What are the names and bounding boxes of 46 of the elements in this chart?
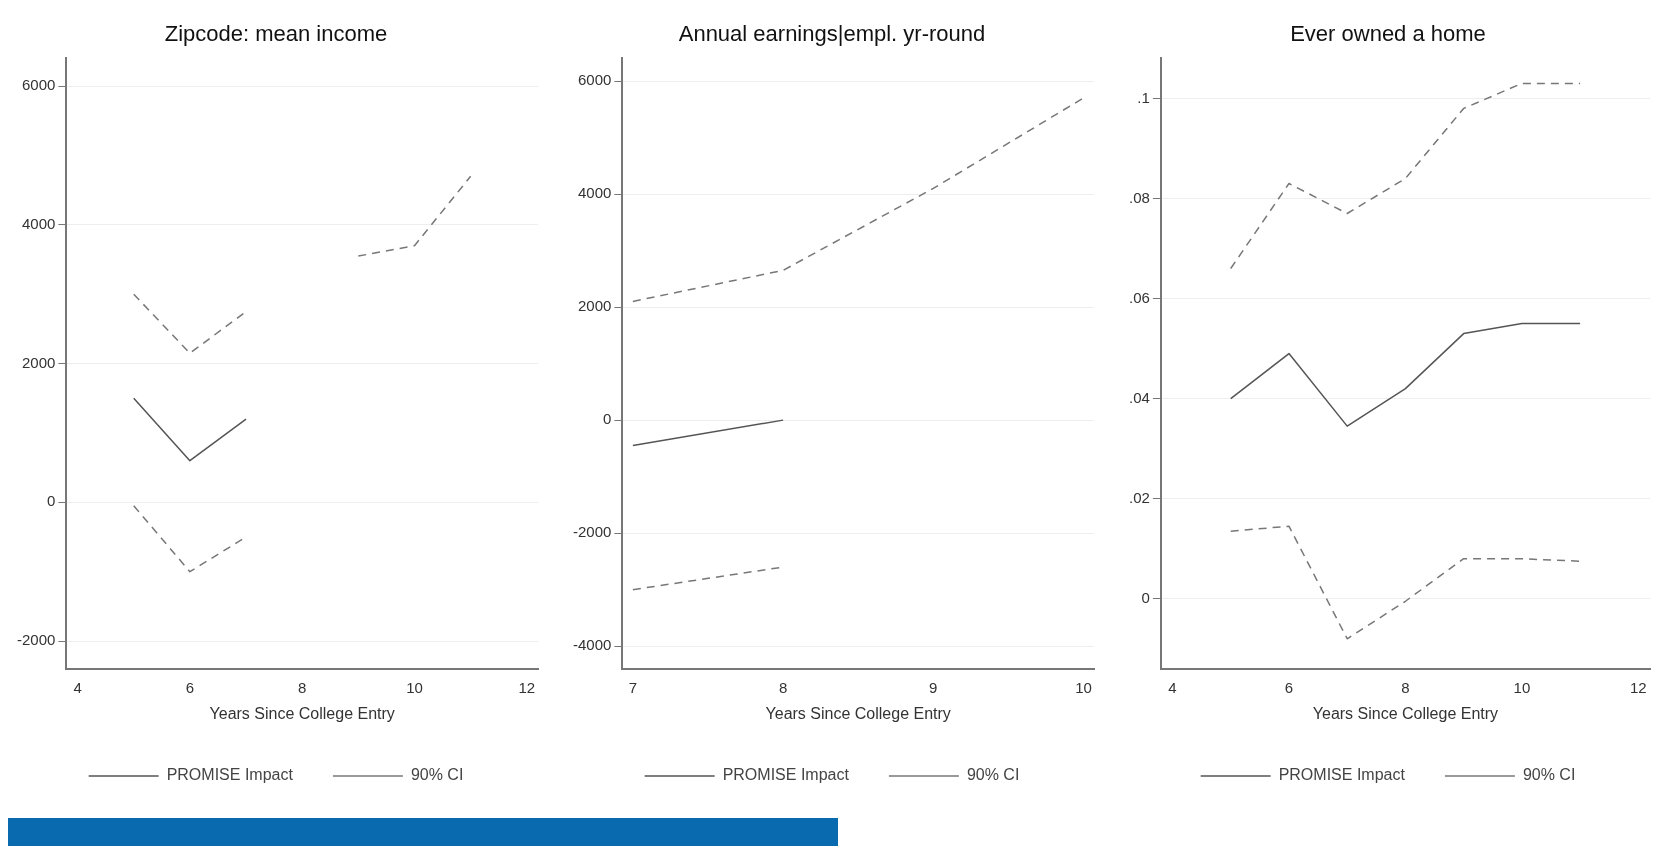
legend-label: 90% CI xyxy=(966,766,1020,784)
legend-label: PROMISE Impact xyxy=(1278,766,1406,784)
y-tick-label: 6000 xyxy=(577,71,612,89)
x-tick-label: 8 xyxy=(778,678,788,696)
y-tick-label: 4000 xyxy=(21,215,56,233)
x-tick-label: 10 xyxy=(1513,678,1531,696)
legend-label: PROMISE Impact xyxy=(722,766,850,784)
y-tick-label: 0 xyxy=(603,410,612,428)
chart-title: Annual earnings|empl. yr-round xyxy=(678,21,986,47)
line-series xyxy=(632,97,1085,303)
x-tick-label: 4 xyxy=(1168,678,1177,696)
y-tick-label: -2000 xyxy=(16,631,56,649)
x-tick-label: 6 xyxy=(185,678,195,696)
x-tick-label: 10 xyxy=(406,678,423,696)
x-tick-label: 8 xyxy=(298,678,307,696)
y-tick-label: .02 xyxy=(1128,488,1150,506)
x-tick-label: 6 xyxy=(1284,678,1294,696)
y-tick-label: .1 xyxy=(1137,88,1150,106)
x-tick-label: 9 xyxy=(929,678,938,696)
line-series xyxy=(1229,82,1581,270)
chart-title: Ever owned a home xyxy=(1290,21,1486,47)
x-axis-title: Years Since College Entry xyxy=(209,704,395,722)
y-tick-label: 2000 xyxy=(21,353,56,371)
y-tick-label: 4000 xyxy=(577,184,612,202)
legend-label: PROMISE Impact xyxy=(166,766,294,784)
x-tick-label: 12 xyxy=(1630,678,1647,696)
y-tick-label: 6000 xyxy=(21,76,56,94)
x-tick-label: 10 xyxy=(1075,678,1092,696)
legend-label: 90% CI xyxy=(1522,766,1576,784)
x-axis-title: Years Since College Entry xyxy=(765,704,951,722)
chart-title: Zipcode: mean income xyxy=(164,21,388,47)
y-tick-label: -2000 xyxy=(572,523,612,541)
y-tick-label: 0 xyxy=(47,492,56,510)
y-tick-label: 2000 xyxy=(577,297,612,315)
y-tick-label: .08 xyxy=(1128,188,1150,206)
x-tick-label: 4 xyxy=(73,678,82,696)
y-tick-label: .06 xyxy=(1128,288,1150,306)
x-tick-label: 12 xyxy=(518,678,536,696)
x-axis-title: Years Since College Entry xyxy=(1312,704,1499,722)
y-tick-label: 0 xyxy=(1141,588,1150,606)
line-series xyxy=(1229,525,1581,640)
x-tick-label: 7 xyxy=(628,678,638,696)
x-tick-label: 8 xyxy=(1401,678,1410,696)
y-tick-label: .04 xyxy=(1128,388,1150,406)
y-tick-label: -4000 xyxy=(572,636,612,654)
legend-label: 90% CI xyxy=(410,766,464,784)
